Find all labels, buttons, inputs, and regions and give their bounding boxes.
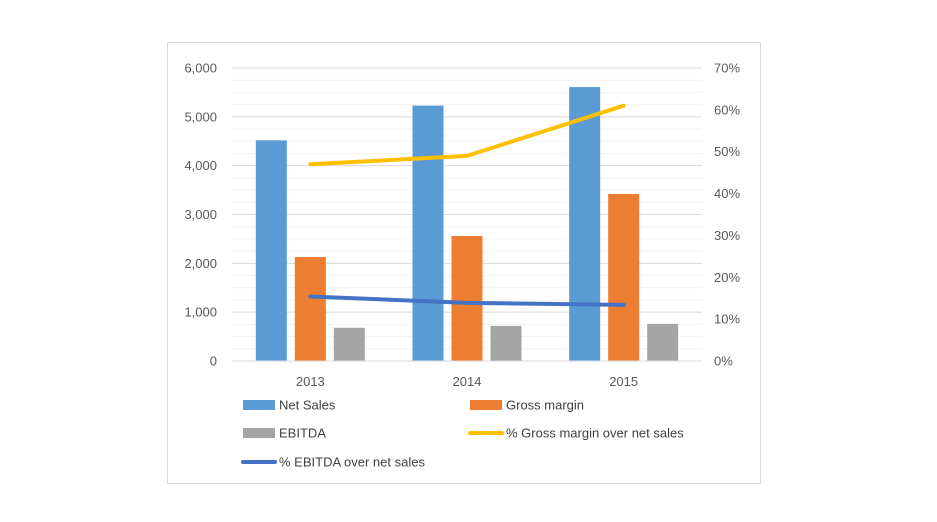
x-tick-label: 2015 (609, 374, 638, 389)
x-tick-label: 2013 (296, 374, 325, 389)
y-left-tick-label: 1,000 (184, 305, 217, 320)
y-right-tick-label: 50% (714, 144, 740, 159)
legend-swatch-ebitda (243, 428, 275, 438)
y-left-tick-label: 6,000 (184, 61, 217, 76)
bar-ebitda-2014 (490, 325, 522, 361)
y-left-tick-label: 5,000 (184, 109, 217, 124)
y-right-tick-label: 70% (714, 61, 740, 76)
bar-ebitda-2013 (333, 327, 365, 361)
line-series (308, 103, 626, 307)
y-right-tick-label: 60% (714, 102, 740, 117)
y-right-tick-label: 10% (714, 312, 740, 327)
legend-label-net-sales: Net Sales (279, 398, 336, 413)
legend-swatch-net-sales (243, 400, 275, 410)
bar-net-sales-2015 (569, 87, 601, 362)
line--ebitda-over-net-sales (308, 294, 626, 307)
legend-label-ebitda: EBITDA (279, 426, 326, 441)
line--gross-margin-over-net-sales (308, 103, 626, 167)
legend: Net Sales Gross margin EBITDA % Gross margi… (241, 398, 684, 470)
y-right-tick-label: 20% (714, 270, 740, 285)
y-left-tick-label: 3,000 (184, 207, 217, 222)
legend-swatch-gross-margin (470, 400, 502, 410)
bar-gross-margin-2013 (294, 256, 326, 361)
y-right-tick-label: 30% (714, 228, 740, 243)
bar-gross-margin-2014 (451, 235, 483, 361)
bar-net-sales-2013 (255, 140, 287, 361)
bar-ebitda-2015 (647, 323, 679, 361)
bar-series (255, 87, 679, 362)
bar-net-sales-2014 (412, 105, 444, 361)
y-left-tick-label: 0 (210, 354, 217, 369)
x-tick-label: 2014 (453, 374, 482, 389)
y-left-tick-label: 4,000 (184, 158, 217, 173)
y-left-tick-label: 2,000 (184, 256, 217, 271)
legend-label--gross-margin-over-net-sales: % Gross margin over net sales (506, 426, 684, 441)
y-right-tick-label: 40% (714, 186, 740, 201)
y-right-tick-label: 0% (714, 354, 733, 369)
legend-label--ebitda-over-net-sales: % EBITDA over net sales (279, 455, 425, 470)
legend-label-gross-margin: Gross margin (506, 398, 584, 413)
bar-gross-margin-2015 (608, 193, 640, 361)
axes: 0 1,000 2,000 3,000 4,000 5,000 6,000 0% 10% 20% 3… (184, 61, 740, 390)
